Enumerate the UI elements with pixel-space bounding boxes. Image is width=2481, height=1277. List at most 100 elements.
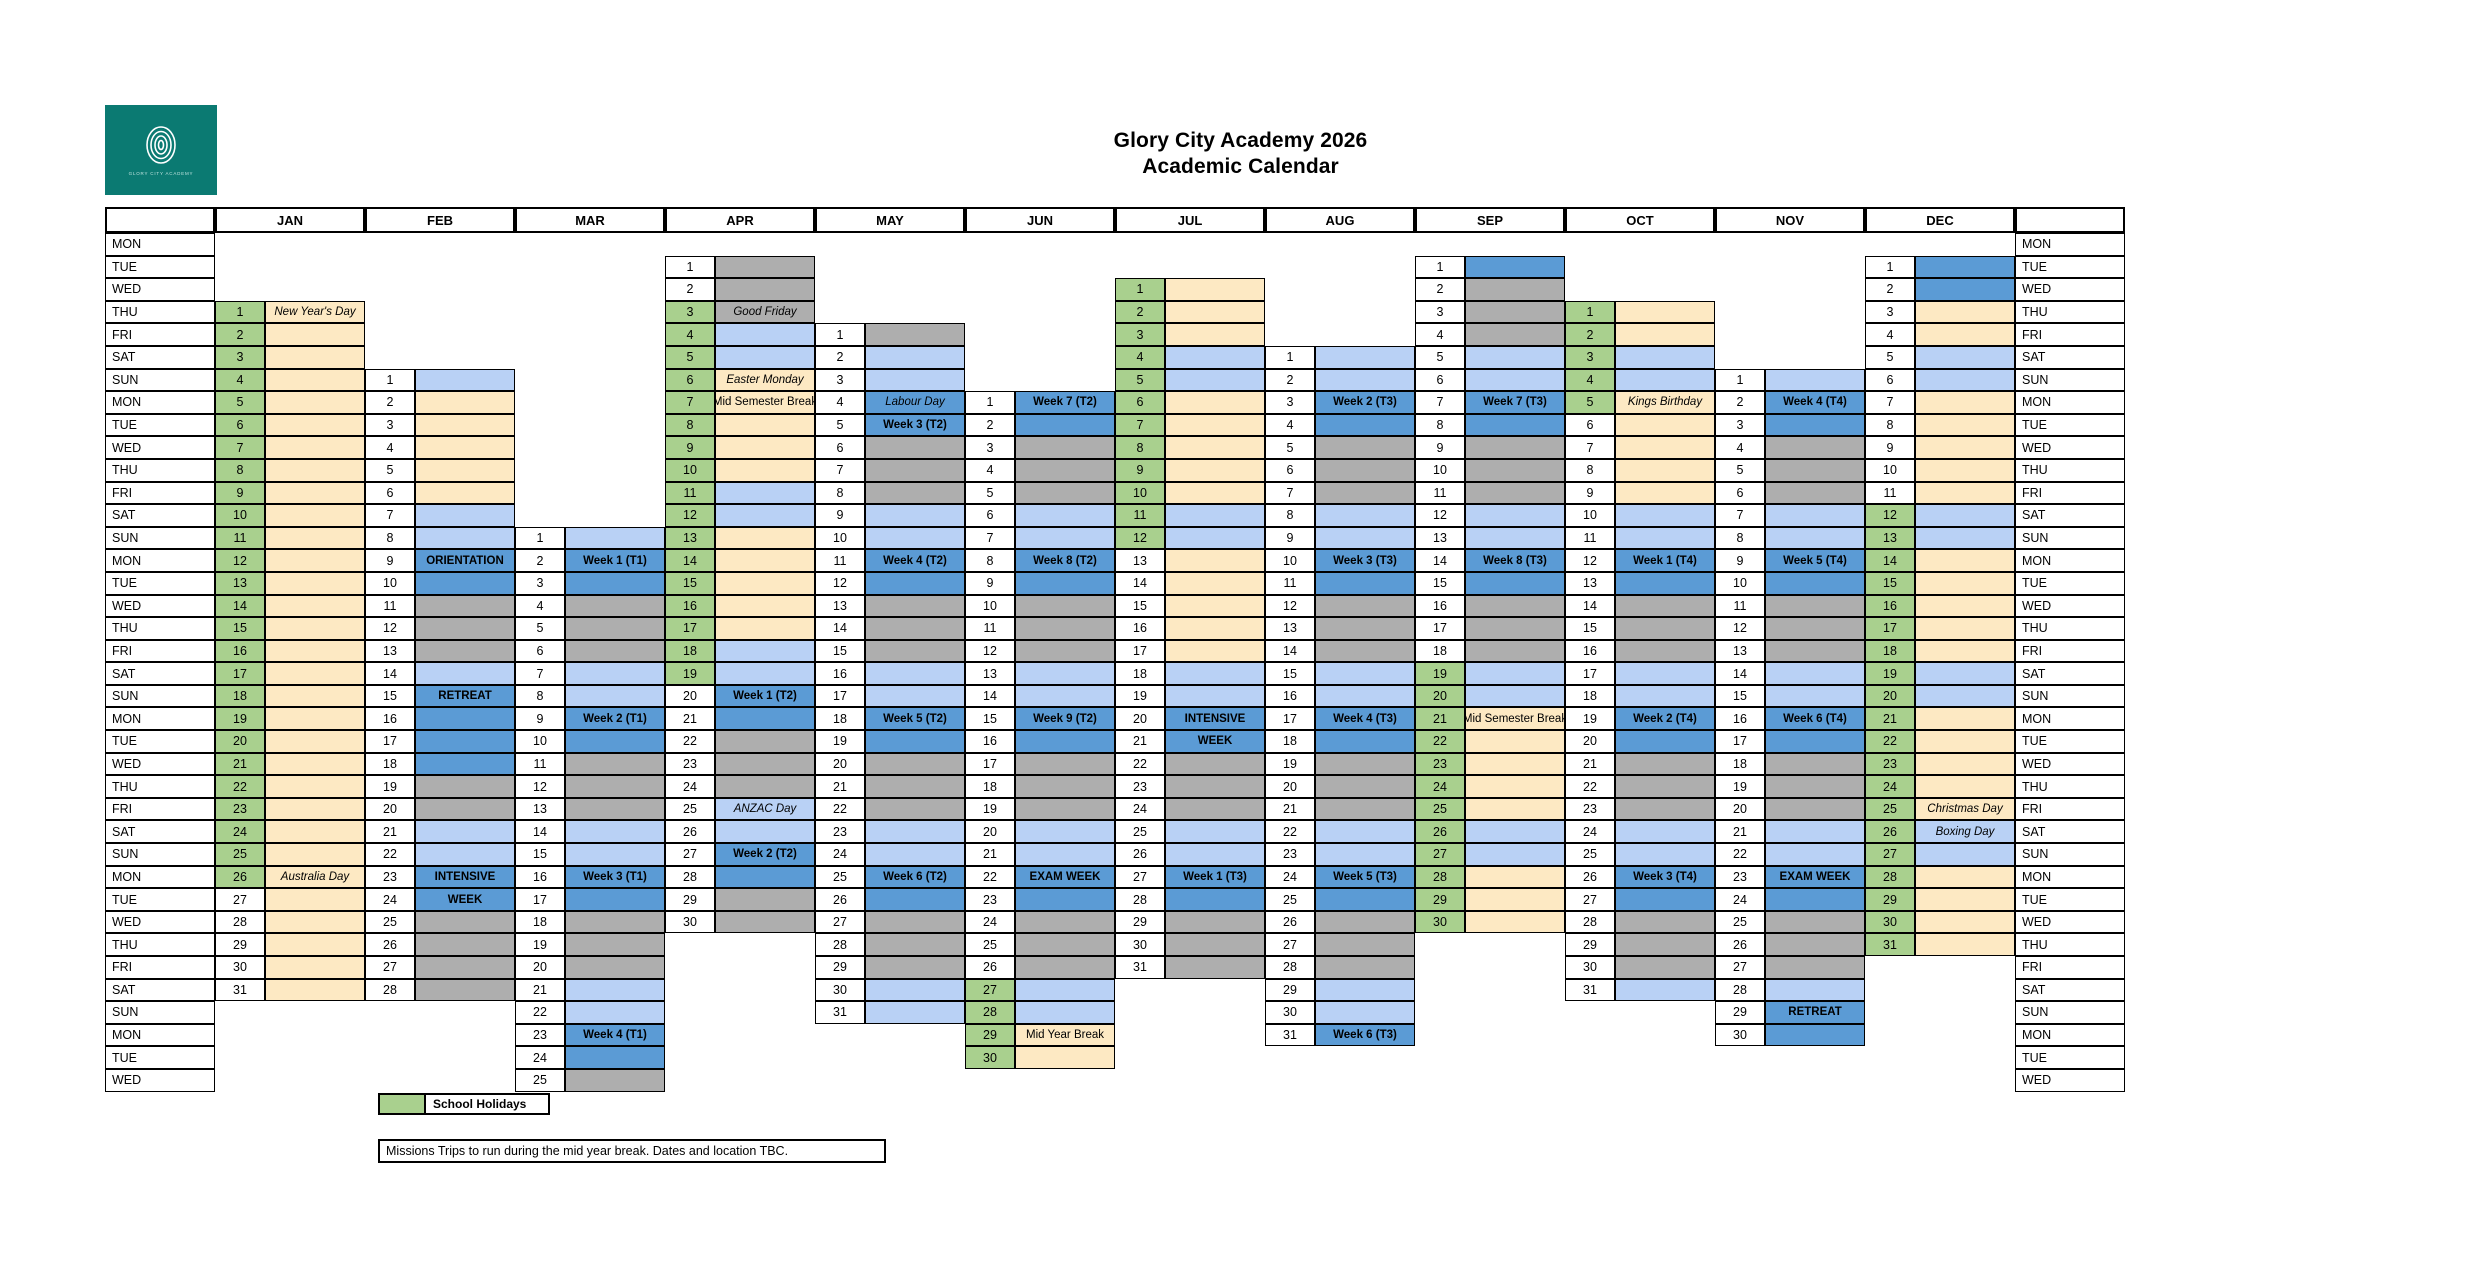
event-cell-aug-9[interactable] [1315,526,1415,550]
event-cell-apr-17[interactable] [715,617,815,640]
event-cell-jul-1[interactable] [1165,278,1265,301]
date-cell-apr-27[interactable]: 27 [665,843,715,866]
event-cell-sep-11[interactable] [1465,481,1565,505]
date-cell-mar-3[interactable]: 3 [515,571,565,595]
event-cell-feb-18[interactable] [415,752,515,776]
date-cell-feb-17[interactable]: 17 [365,730,415,753]
date-cell-jul-16[interactable]: 16 [1115,617,1165,640]
event-cell-apr-13[interactable] [715,526,815,550]
event-cell-jun-24[interactable] [1015,910,1115,934]
event-cell-feb-5[interactable] [415,458,515,482]
event-cell-feb-15[interactable]: RETREAT [415,684,515,708]
event-cell-nov-29[interactable]: RETREAT [1765,1001,1865,1024]
event-cell-jul-24[interactable] [1165,797,1265,821]
date-cell-may-26[interactable]: 26 [815,888,865,911]
event-cell-apr-22[interactable] [715,730,815,753]
event-cell-nov-3[interactable] [1765,413,1865,437]
date-cell-apr-17[interactable]: 17 [665,617,715,640]
date-cell-sep-30[interactable]: 30 [1415,910,1465,934]
event-cell-jan-29[interactable] [265,933,365,956]
event-cell-may-4[interactable]: Labour Day [865,391,965,414]
event-cell-may-25[interactable]: Week 6 (T2) [865,865,965,889]
event-cell-oct-8[interactable] [1615,458,1715,482]
event-cell-oct-19[interactable]: Week 2 (T4) [1615,707,1715,731]
date-cell-aug-17[interactable]: 17 [1265,707,1315,731]
event-cell-nov-13[interactable] [1765,639,1865,663]
event-cell-feb-22[interactable] [415,843,515,866]
date-cell-nov-16[interactable]: 16 [1715,707,1765,731]
event-cell-sep-2[interactable] [1465,278,1565,301]
event-cell-nov-26[interactable] [1765,933,1865,956]
date-cell-aug-5[interactable]: 5 [1265,436,1315,459]
event-cell-apr-2[interactable] [715,278,815,301]
date-cell-jul-29[interactable]: 29 [1115,910,1165,934]
event-cell-jul-30[interactable] [1165,933,1265,956]
event-cell-feb-2[interactable] [415,391,515,414]
date-cell-sep-3[interactable]: 3 [1415,300,1465,324]
date-cell-nov-27[interactable]: 27 [1715,956,1765,979]
date-cell-oct-13[interactable]: 13 [1565,571,1615,595]
date-cell-dec-7[interactable]: 7 [1865,391,1915,414]
date-cell-apr-21[interactable]: 21 [665,707,715,731]
event-cell-nov-12[interactable] [1765,617,1865,640]
event-cell-may-2[interactable] [865,345,965,369]
event-cell-feb-19[interactable] [415,775,515,798]
event-cell-jan-3[interactable] [265,345,365,369]
date-cell-nov-11[interactable]: 11 [1715,594,1765,618]
date-cell-sep-11[interactable]: 11 [1415,481,1465,505]
date-cell-jun-20[interactable]: 20 [965,820,1015,844]
date-cell-nov-8[interactable]: 8 [1715,526,1765,550]
event-cell-nov-5[interactable] [1765,458,1865,482]
event-cell-aug-23[interactable] [1315,843,1415,866]
date-cell-dec-12[interactable]: 12 [1865,504,1915,527]
date-cell-mar-22[interactable]: 22 [515,1001,565,1024]
event-cell-mar-23[interactable]: Week 4 (T1) [565,1023,665,1047]
event-cell-nov-23[interactable]: EXAM WEEK [1765,865,1865,889]
date-cell-may-7[interactable]: 7 [815,458,865,482]
date-cell-sep-1[interactable]: 1 [1415,255,1465,279]
date-cell-may-23[interactable]: 23 [815,820,865,844]
date-cell-feb-6[interactable]: 6 [365,481,415,505]
date-cell-mar-13[interactable]: 13 [515,797,565,821]
event-cell-dec-2[interactable] [1915,278,2015,301]
event-cell-mar-24[interactable] [565,1046,665,1069]
event-cell-may-17[interactable] [865,684,965,708]
date-cell-apr-13[interactable]: 13 [665,526,715,550]
event-cell-nov-7[interactable] [1765,504,1865,527]
event-cell-nov-27[interactable] [1765,956,1865,979]
date-cell-jun-14[interactable]: 14 [965,684,1015,708]
date-cell-nov-2[interactable]: 2 [1715,391,1765,414]
event-cell-feb-21[interactable] [415,820,515,844]
date-cell-feb-13[interactable]: 13 [365,639,415,663]
date-cell-oct-3[interactable]: 3 [1565,345,1615,369]
date-cell-may-12[interactable]: 12 [815,571,865,595]
date-cell-oct-10[interactable]: 10 [1565,504,1615,527]
date-cell-aug-20[interactable]: 20 [1265,775,1315,798]
date-cell-mar-2[interactable]: 2 [515,549,565,572]
date-cell-oct-17[interactable]: 17 [1565,662,1615,685]
event-cell-feb-7[interactable] [415,504,515,527]
date-cell-jun-22[interactable]: 22 [965,865,1015,889]
date-cell-oct-28[interactable]: 28 [1565,910,1615,934]
event-cell-aug-14[interactable] [1315,639,1415,663]
date-cell-jun-4[interactable]: 4 [965,458,1015,482]
event-cell-apr-30[interactable] [715,910,815,934]
event-cell-sep-22[interactable] [1465,730,1565,753]
date-cell-feb-11[interactable]: 11 [365,594,415,618]
date-cell-may-20[interactable]: 20 [815,752,865,776]
date-cell-jan-12[interactable]: 12 [215,549,265,572]
event-cell-mar-19[interactable] [565,933,665,956]
date-cell-nov-12[interactable]: 12 [1715,617,1765,640]
event-cell-jan-28[interactable] [265,910,365,934]
event-cell-may-30[interactable] [865,978,965,1002]
date-cell-may-28[interactable]: 28 [815,933,865,956]
date-cell-aug-8[interactable]: 8 [1265,504,1315,527]
event-cell-oct-12[interactable]: Week 1 (T4) [1615,549,1715,572]
event-cell-oct-21[interactable] [1615,752,1715,776]
date-cell-apr-16[interactable]: 16 [665,594,715,618]
date-cell-sep-23[interactable]: 23 [1415,752,1465,776]
event-cell-dec-11[interactable] [1915,481,2015,505]
event-cell-feb-20[interactable] [415,797,515,821]
date-cell-oct-29[interactable]: 29 [1565,933,1615,956]
event-cell-jan-9[interactable] [265,481,365,505]
